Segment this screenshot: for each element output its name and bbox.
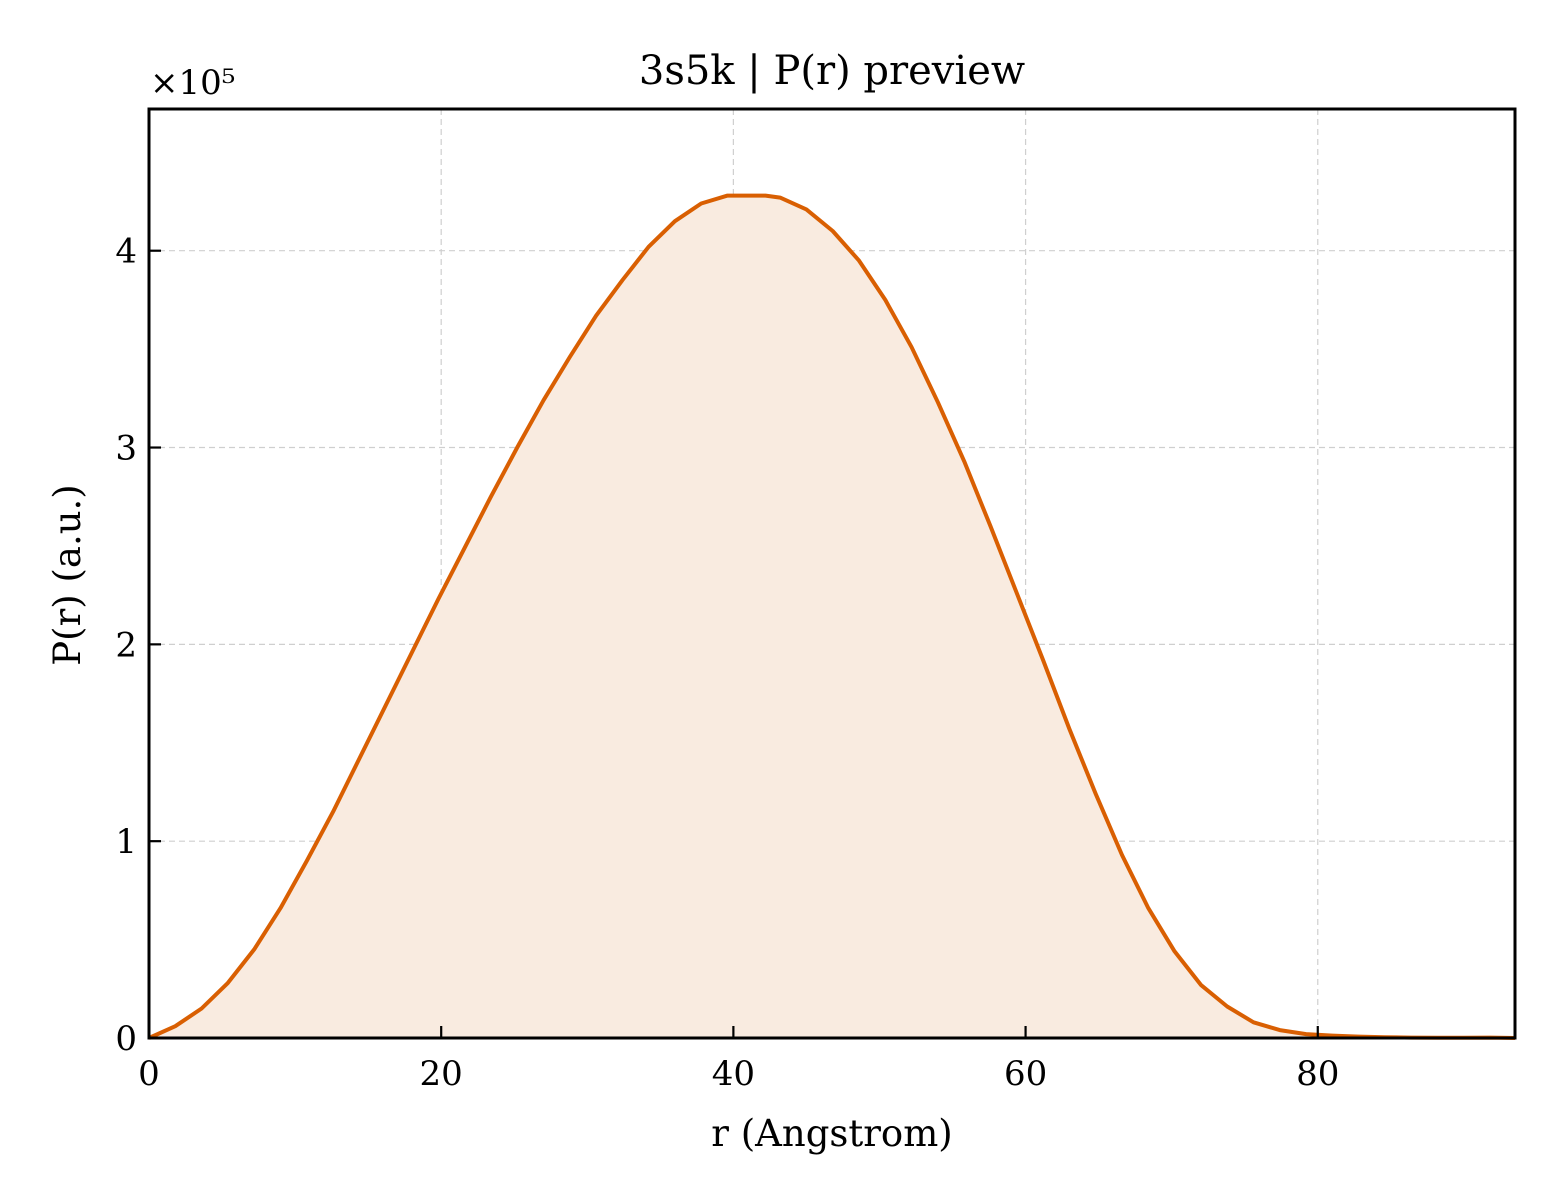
y-tick-label-4: 4 xyxy=(115,232,137,272)
x-tick-label-1: 20 xyxy=(420,1054,463,1094)
tick-layer: 0 20 40 60 80 0 1 2 3 4 xyxy=(115,232,1339,1094)
pr-area-fill xyxy=(149,195,1515,1039)
y-tick-label-2: 2 xyxy=(115,625,137,665)
x-tick-label-2: 40 xyxy=(712,1054,755,1094)
x-tick-label-3: 60 xyxy=(1004,1054,1047,1094)
y-tick-label-1: 1 xyxy=(115,822,137,862)
plot-frame xyxy=(147,107,1517,1040)
x-tick-label-4: 80 xyxy=(1296,1054,1339,1094)
x-axis-label: r (Angstrom) xyxy=(711,1112,952,1155)
y-axis-label: P(r) (a.u.) xyxy=(46,484,89,666)
y-tick-label-3: 3 xyxy=(115,429,137,469)
pr-series-line xyxy=(148,193,1516,1040)
y-tick-label-0: 0 xyxy=(115,1019,137,1059)
x-tick-label-0: 0 xyxy=(138,1054,160,1094)
chart-title: 3s5k | P(r) preview xyxy=(639,48,1025,94)
y-axis-multiplier: ×10⁵ xyxy=(150,63,235,103)
